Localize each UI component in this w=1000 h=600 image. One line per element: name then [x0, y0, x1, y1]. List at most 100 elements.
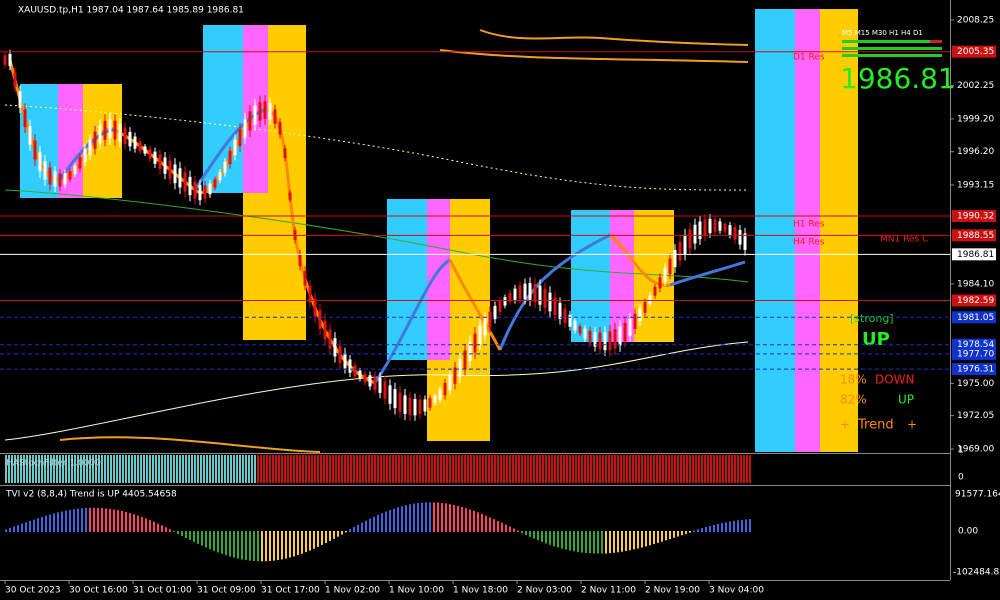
- axis-label: 91577.164: [955, 490, 1000, 500]
- candle: [198, 184, 202, 201]
- tvi-bar: [601, 531, 603, 554]
- tvi-bar: [253, 531, 255, 562]
- tvi-bar: [401, 506, 403, 532]
- tvi-bar: [297, 531, 299, 556]
- tvi-bar: [649, 531, 651, 546]
- candle: [333, 338, 337, 357]
- stoch-bar: [65, 455, 67, 483]
- stoch-bar: [725, 455, 727, 483]
- tvi-bar: [161, 525, 163, 532]
- panel-title: HAStochFilter 1.0000: [6, 459, 101, 469]
- tvi-bar: [121, 511, 123, 532]
- stoch-bar: [635, 455, 637, 483]
- stoch-bar: [734, 455, 736, 483]
- stoch-bar: [215, 455, 217, 483]
- tvi-bar: [25, 522, 27, 532]
- candle: [73, 165, 77, 175]
- stoch-bar: [569, 455, 571, 483]
- time-label: 31 Oct 01:00: [133, 586, 192, 596]
- price-box: [952, 347, 996, 360]
- candle: [633, 313, 637, 330]
- tvi-bar: [581, 531, 583, 553]
- candle: [668, 258, 672, 275]
- stoch-bar: [122, 455, 124, 483]
- stoch-bar: [458, 455, 460, 483]
- candle: [438, 389, 442, 400]
- stoch-bar: [311, 455, 313, 483]
- candle: [13, 72, 17, 88]
- stoch-bar: [698, 455, 700, 483]
- tvi-bar: [285, 531, 287, 559]
- stoch-bar: [656, 455, 658, 483]
- candle: [663, 267, 667, 282]
- stoch-bar: [506, 455, 508, 483]
- tvi-bar: [221, 531, 223, 554]
- stoch-bar: [512, 455, 514, 483]
- candle: [423, 399, 427, 412]
- tvi-bar: [281, 531, 283, 560]
- price-label: 1999.20: [957, 114, 994, 124]
- stoch-bar: [620, 455, 622, 483]
- stoch-bar: [356, 455, 358, 483]
- tvi-bar: [41, 516, 43, 532]
- tvi-bar: [541, 531, 543, 542]
- zone: [820, 9, 858, 452]
- stoch-bar: [287, 455, 289, 483]
- level-label: H1 Res: [793, 220, 825, 230]
- candle: [38, 152, 42, 172]
- candle: [403, 395, 407, 415]
- candle: [88, 139, 92, 156]
- tvi-bar: [701, 528, 703, 532]
- tvi-bar: [117, 510, 119, 532]
- tvi-bar: [201, 531, 203, 546]
- tvi-bar: [589, 531, 591, 554]
- tvi-bar: [137, 515, 139, 532]
- stoch-bar: [194, 455, 196, 483]
- candle: [268, 103, 272, 120]
- stoch-bar: [38, 455, 40, 483]
- stoch-bar: [464, 455, 466, 483]
- timeframes: M5 M15 M30 H1 H4 D1: [842, 29, 923, 37]
- axis-label: -102484.8: [953, 568, 999, 578]
- candle: [188, 176, 192, 196]
- candle: [28, 125, 32, 145]
- candle: [738, 229, 742, 245]
- tvi-bar: [85, 508, 87, 532]
- tvi-bar: [237, 531, 239, 559]
- tvi-bar: [597, 531, 599, 554]
- candle: [8, 53, 12, 67]
- axis-label: 0: [958, 473, 964, 483]
- candle: [558, 302, 562, 320]
- stoch-bar: [521, 455, 523, 483]
- tvi-bar: [65, 510, 67, 532]
- stoch-bar: [689, 455, 691, 483]
- tvi-bar: [217, 531, 219, 553]
- stoch-bar: [248, 455, 250, 483]
- tvi-bar: [305, 531, 307, 553]
- stoch-bar: [503, 455, 505, 483]
- candle: [3, 55, 7, 65]
- stoch-bar: [428, 455, 430, 483]
- stoch-bar: [110, 455, 112, 483]
- tvi-bar: [309, 531, 311, 551]
- stoch-bar: [626, 455, 628, 483]
- tvi-bar: [325, 531, 327, 543]
- trend-right: +: [907, 418, 917, 432]
- candle: [678, 242, 682, 261]
- candle: [568, 314, 572, 327]
- band: [59, 436, 321, 453]
- tvi-bar: [125, 511, 127, 532]
- candle: [368, 375, 372, 387]
- candle: [613, 329, 617, 349]
- stoch-bar: [524, 455, 526, 483]
- stoch-bar: [404, 455, 406, 483]
- stoch-bar: [551, 455, 553, 483]
- tvi-bar: [473, 510, 475, 532]
- separator: [0, 453, 950, 454]
- stoch-bar: [107, 455, 109, 483]
- tvi-bar: [737, 520, 739, 532]
- candle: [108, 119, 112, 139]
- tvi-bar: [533, 531, 535, 539]
- time-label: 3 Nov 04:00: [709, 586, 764, 596]
- price-label: 1986.81: [957, 250, 994, 260]
